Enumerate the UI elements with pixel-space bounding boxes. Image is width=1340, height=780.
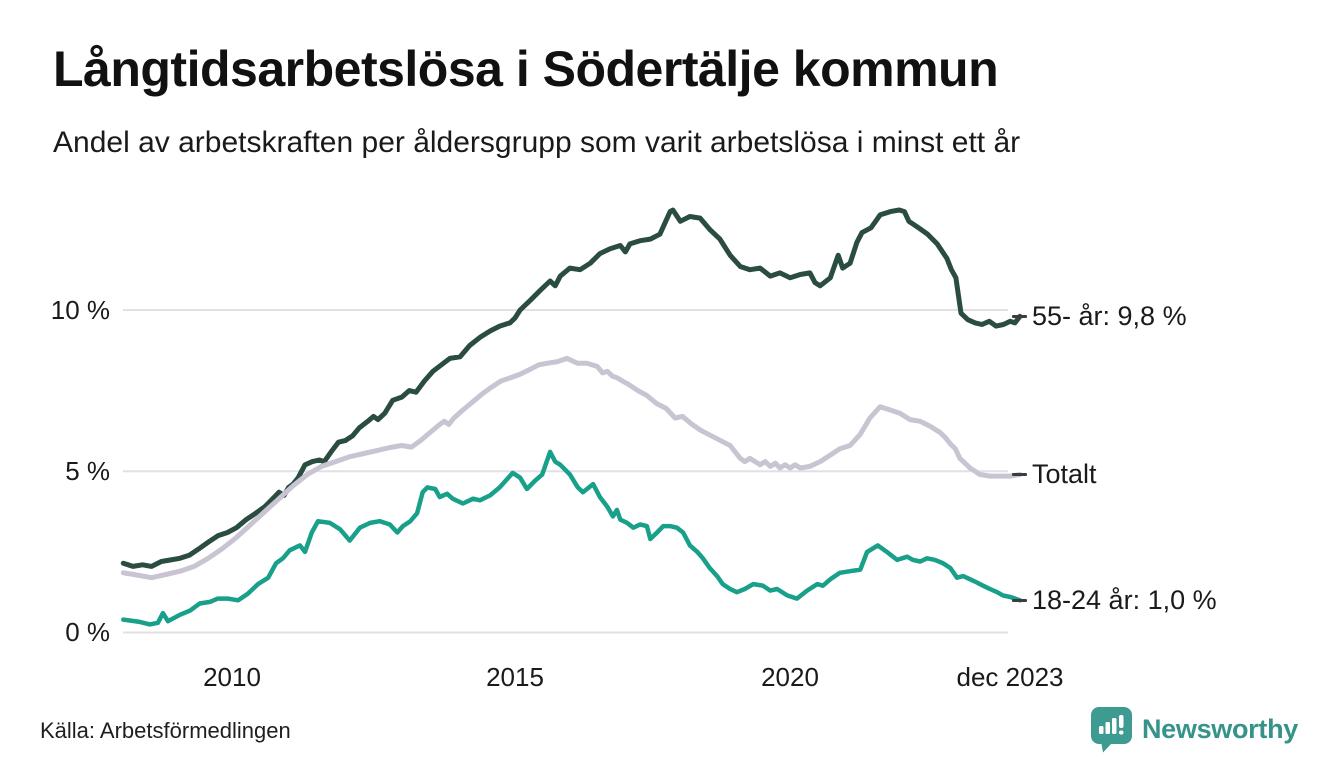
x-axis-tick-dec-2023: dec 2023: [956, 662, 1064, 692]
x-axis-tick-2010: 2010: [203, 662, 261, 692]
label-tick-dash: [1012, 598, 1027, 602]
x-axis-tick-2020: 2020: [761, 662, 819, 692]
newsworthy-wordmark: Newsworthy: [1141, 714, 1298, 744]
label-tick-dash: [1012, 472, 1027, 476]
source-note: Källa: Arbetsförmedlingen: [40, 718, 291, 743]
x-axis-tick-2015: 2015: [486, 662, 544, 692]
series-end-label: Totalt: [1012, 457, 1097, 491]
label-tick-dash: [1012, 314, 1027, 318]
series-label-18-24: 18-24 år: 1,0 %: [1032, 584, 1217, 615]
series-label-totalt: Totalt: [1032, 458, 1097, 489]
y-axis-tick-10: 10 %: [50, 295, 110, 325]
page-title: Långtidsarbetslösa i Södertälje kommun: [53, 41, 999, 97]
series-end-label: 55- år: 9,8 %: [1012, 299, 1187, 333]
y-axis-tick-5: 5 %: [65, 456, 110, 486]
series-end-label: 18-24 år: 1,0 %: [1012, 583, 1217, 617]
series-line-Totalt: [120, 355, 1023, 581]
newsworthy-logo: Newsworthy: [1090, 706, 1298, 753]
y-axis-tick-0: 0 %: [65, 617, 110, 647]
series-line-55- år: [120, 207, 1023, 569]
newsworthy-bubble-icon: [1090, 707, 1132, 753]
series-line-18-24 år: [121, 449, 1023, 627]
page-subtitle: Andel av arbetskraften per åldersgrupp s…: [53, 126, 1021, 159]
series-label-55: 55- år: 9,8 %: [1032, 300, 1187, 331]
